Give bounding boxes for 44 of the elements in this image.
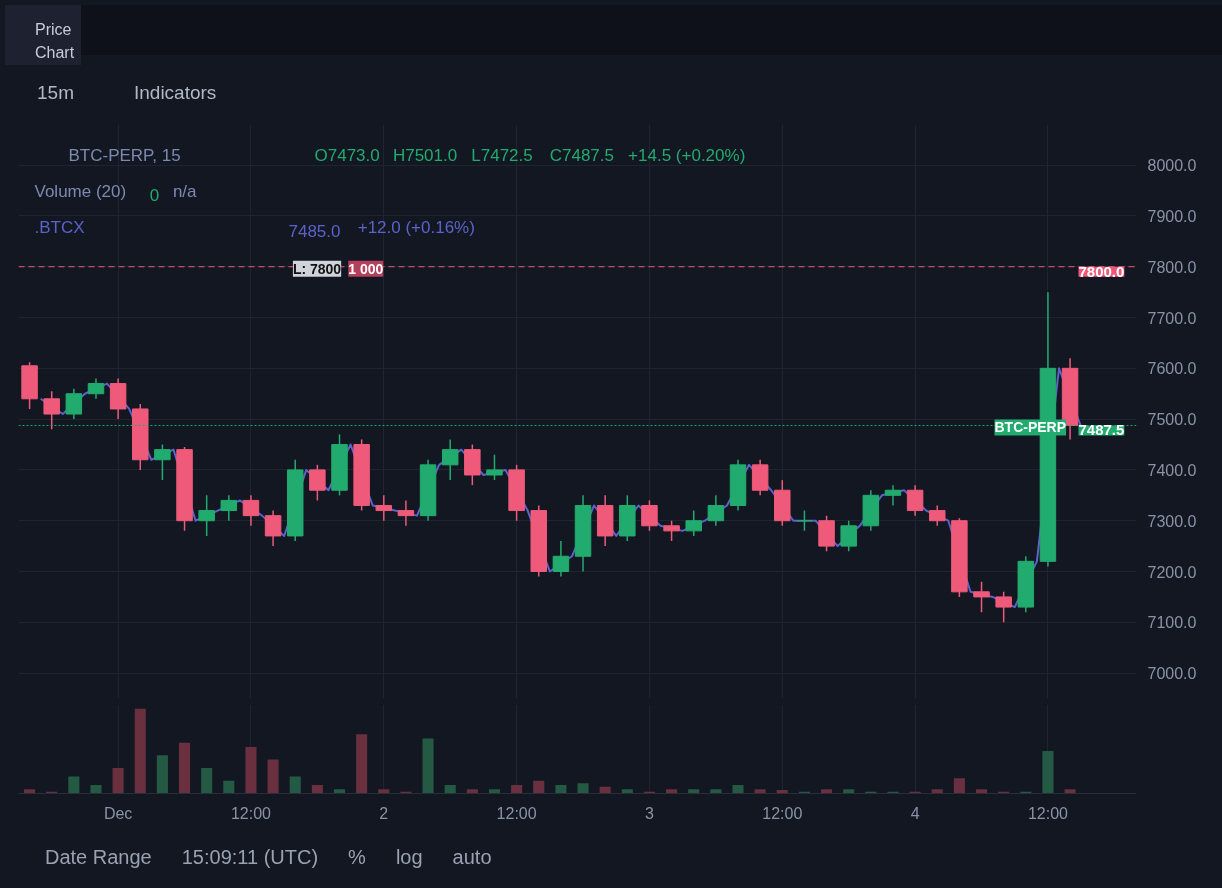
y-tick-label: 8000.0 bbox=[1147, 157, 1197, 175]
annotation: L: 7800 bbox=[292, 260, 342, 277]
annotation: H7501.0 bbox=[392, 145, 458, 165]
text: .BTCX bbox=[34, 217, 85, 237]
annotation: Volume (20) bbox=[34, 181, 127, 201]
y-tick-label: 7300.0 bbox=[1147, 512, 1197, 530]
x-tick-label: 4 bbox=[910, 804, 920, 822]
text: 15:09:11 (UTC) bbox=[181, 846, 319, 868]
y-tick-label: 7400.0 bbox=[1147, 461, 1197, 479]
y-tick-label: 7800.0 bbox=[1147, 258, 1197, 276]
annotation: O7473.0 bbox=[314, 145, 380, 165]
annotation: C7487.5 bbox=[549, 145, 614, 165]
text: 15m bbox=[37, 82, 74, 103]
y-tick-label: 7700.0 bbox=[1147, 309, 1197, 327]
text: log bbox=[395, 846, 423, 868]
text: Indicators bbox=[133, 82, 217, 103]
annotation: n/a bbox=[172, 181, 198, 201]
y-tick-label: 7900.0 bbox=[1147, 207, 1197, 225]
y-tick-label: 7100.0 bbox=[1147, 614, 1197, 632]
annotation: +12.0 (+0.16%) bbox=[357, 217, 475, 237]
annotation: +14.5 (+0.20%) bbox=[628, 145, 746, 165]
x-tick-label: 12:00 bbox=[496, 804, 537, 822]
text: auto bbox=[452, 846, 492, 868]
x-tick-label: Dec bbox=[103, 804, 133, 822]
annotation: 1 000 bbox=[348, 260, 384, 277]
y-tick-label: 7500.0 bbox=[1147, 411, 1197, 429]
x-tick-label: 12:00 bbox=[230, 804, 272, 822]
annotation: BTC-PERP bbox=[994, 419, 1067, 436]
x-tick-label: 3 bbox=[645, 804, 654, 822]
y-tick-label: 7200.0 bbox=[1147, 563, 1197, 581]
x-tick-label: 12:00 bbox=[1027, 804, 1069, 822]
y-tick-label: 7000.0 bbox=[1147, 665, 1197, 683]
annotation: 0 bbox=[149, 185, 160, 205]
text: % bbox=[348, 846, 366, 868]
text: Price Chart bbox=[5, 5, 81, 79]
x-tick-label: 2 bbox=[379, 804, 389, 822]
ref-line-label: 7487.5 bbox=[1078, 421, 1125, 439]
x-tick-label: 12:00 bbox=[762, 804, 803, 822]
annotation: 7485.0 bbox=[288, 221, 341, 241]
text: BTC-PERP, 15 bbox=[68, 145, 181, 165]
text: Date Range bbox=[45, 846, 152, 868]
annotation: L7472.5 bbox=[471, 145, 533, 165]
y-tick-label: 7600.0 bbox=[1147, 360, 1197, 378]
ref-line-label: 7800.0 bbox=[1078, 262, 1125, 280]
